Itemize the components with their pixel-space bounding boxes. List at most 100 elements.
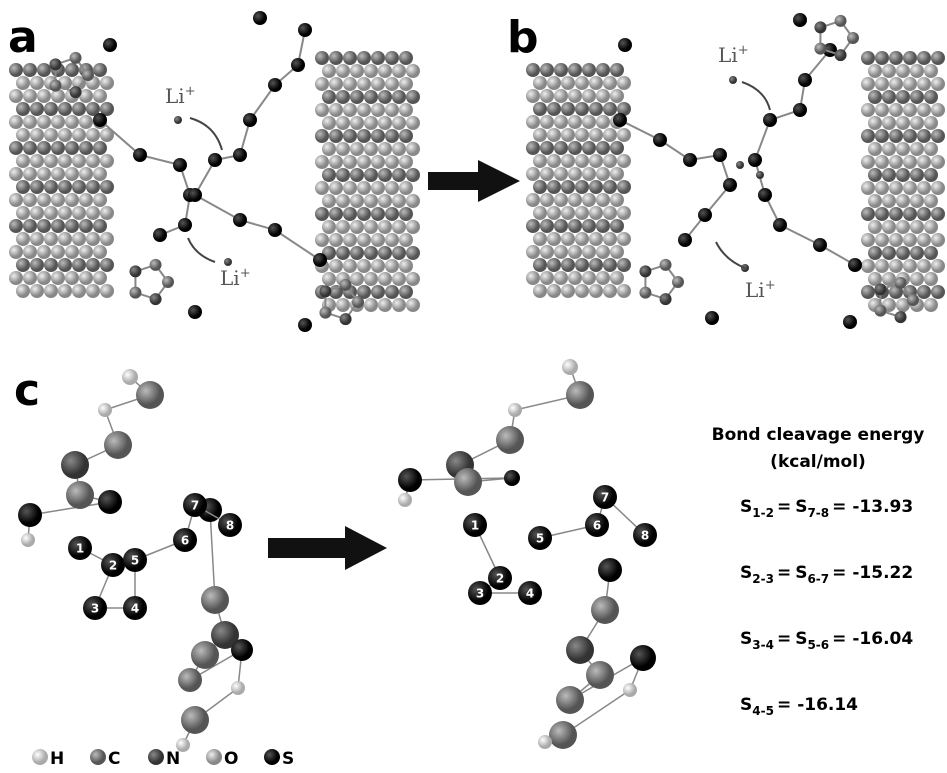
- atom: [322, 142, 336, 156]
- atom: [698, 208, 712, 222]
- atom: [253, 11, 267, 25]
- arrows: [268, 160, 520, 570]
- atom: [44, 128, 58, 142]
- atom: [298, 23, 312, 37]
- atom: [924, 116, 938, 130]
- atom: [896, 220, 910, 234]
- atom: [58, 128, 72, 142]
- atom: [814, 21, 826, 33]
- atom: [322, 64, 336, 78]
- atom: [315, 207, 329, 221]
- atom: [589, 232, 603, 246]
- atom: [65, 193, 79, 207]
- atom: [561, 128, 575, 142]
- atom: [406, 194, 420, 208]
- atom: [30, 206, 44, 220]
- energy-row: S3-4=S5-6=-16.04: [740, 629, 913, 652]
- atom-number: 8: [641, 529, 649, 543]
- atom: [917, 259, 931, 273]
- atom: [322, 90, 336, 104]
- atom: [540, 219, 554, 233]
- atom: [178, 668, 202, 692]
- atom: [313, 253, 327, 267]
- atom: [547, 258, 561, 272]
- atom: [610, 63, 624, 77]
- atom: [547, 102, 561, 116]
- atom: [406, 90, 420, 104]
- atom: [582, 271, 596, 285]
- atom: [16, 76, 30, 90]
- atom: [336, 64, 350, 78]
- atom: [18, 503, 42, 527]
- atom: [596, 89, 610, 103]
- atom: [72, 154, 86, 168]
- atom: [540, 141, 554, 155]
- atom: [37, 115, 51, 129]
- atom: [86, 128, 100, 142]
- atom: [392, 168, 406, 182]
- atom-number: 5: [131, 554, 139, 568]
- atom: [562, 359, 578, 375]
- atom: [343, 155, 357, 169]
- atom: [575, 102, 589, 116]
- atom: [30, 232, 44, 246]
- subscript: 4-5: [752, 704, 774, 718]
- atom: [582, 115, 596, 129]
- atom: [931, 233, 945, 247]
- subscript: 1-2: [752, 506, 774, 520]
- atom: [100, 180, 114, 194]
- atom: [630, 645, 656, 671]
- atom: [133, 148, 147, 162]
- atom: [582, 89, 596, 103]
- atom: [23, 245, 37, 259]
- equals: =: [777, 695, 791, 715]
- energy-unit: (kcal/mol): [770, 452, 866, 472]
- atom: [547, 154, 561, 168]
- atom: [37, 141, 51, 155]
- atom: [903, 129, 917, 143]
- atom: [874, 283, 886, 295]
- atom: [30, 284, 44, 298]
- atom: [526, 193, 540, 207]
- atom: [931, 285, 945, 299]
- atom: [903, 181, 917, 195]
- atom: [86, 284, 100, 298]
- atom: [406, 168, 420, 182]
- atom: [93, 245, 107, 259]
- atom: [93, 167, 107, 181]
- atom: [882, 246, 896, 260]
- atom-number: 2: [109, 559, 117, 573]
- atom: [596, 193, 610, 207]
- atom: [582, 245, 596, 259]
- atom: [896, 142, 910, 156]
- atom: [813, 238, 827, 252]
- atom: [399, 129, 413, 143]
- atom: [896, 246, 910, 260]
- atom: [51, 115, 65, 129]
- atom: [406, 298, 420, 312]
- atom: [58, 206, 72, 220]
- atom: [868, 194, 882, 208]
- atom: [582, 193, 596, 207]
- atom: [910, 64, 924, 78]
- li-label: Li+: [718, 43, 749, 67]
- legend-label: O: [224, 749, 238, 769]
- atom: [526, 219, 540, 233]
- atom: [30, 102, 44, 116]
- atom: [882, 116, 896, 130]
- atom: [86, 206, 100, 220]
- atom: [181, 706, 209, 734]
- atom: [889, 259, 903, 273]
- atom: [21, 533, 35, 547]
- atom: [343, 103, 357, 117]
- atom: [37, 219, 51, 233]
- atom: [575, 180, 589, 194]
- atom: [639, 265, 651, 277]
- atom: [44, 206, 58, 220]
- atom: [566, 636, 594, 664]
- atom: [329, 103, 343, 117]
- atom: [9, 141, 23, 155]
- atom: [568, 141, 582, 155]
- atom: [357, 155, 371, 169]
- bond: [545, 570, 643, 742]
